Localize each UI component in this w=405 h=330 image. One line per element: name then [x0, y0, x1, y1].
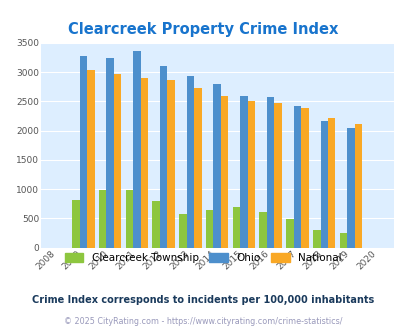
Bar [179, 214, 186, 248]
Bar [213, 84, 220, 248]
Bar [79, 56, 87, 248]
Bar [152, 201, 160, 248]
Legend: Clearcreek Township, Ohio, National: Clearcreek Township, Ohio, National [60, 248, 345, 267]
Bar [240, 96, 247, 248]
Bar [220, 96, 228, 248]
Bar [293, 106, 301, 248]
Text: Clearcreek Property Crime Index: Clearcreek Property Crime Index [68, 22, 337, 37]
Bar [274, 103, 281, 248]
Bar [354, 124, 361, 248]
Bar [72, 200, 79, 248]
Bar [140, 78, 148, 248]
Bar [194, 88, 201, 248]
Bar [286, 219, 293, 248]
Bar [301, 108, 308, 248]
Bar [346, 128, 354, 248]
Text: Crime Index corresponds to incidents per 100,000 inhabitants: Crime Index corresponds to incidents per… [32, 295, 373, 305]
Bar [205, 210, 213, 248]
Bar [327, 118, 335, 248]
Bar [87, 70, 94, 248]
Bar [266, 97, 274, 248]
Bar [133, 51, 140, 248]
Bar [99, 190, 106, 248]
Text: © 2025 CityRating.com - https://www.cityrating.com/crime-statistics/: © 2025 CityRating.com - https://www.city… [64, 317, 341, 326]
Bar [106, 57, 114, 248]
Bar [126, 190, 133, 248]
Bar [247, 101, 255, 248]
Bar [167, 80, 175, 248]
Bar [160, 66, 167, 248]
Bar [339, 233, 346, 248]
Bar [259, 212, 266, 248]
Bar [312, 230, 320, 248]
Bar [114, 74, 121, 248]
Bar [320, 121, 327, 248]
Bar [232, 207, 240, 248]
Bar [186, 76, 194, 248]
